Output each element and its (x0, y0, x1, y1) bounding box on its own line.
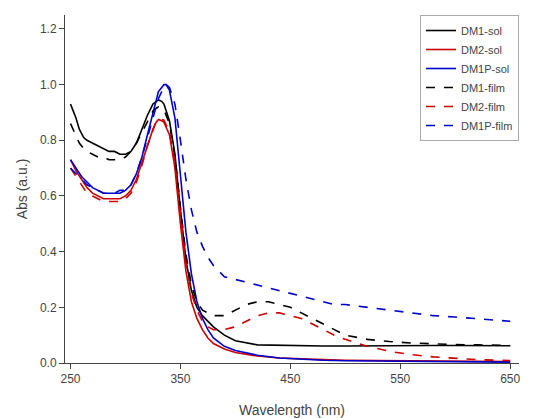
svg-text:DM1-sol: DM1-sol (461, 25, 502, 37)
svg-text:Abs (a.u.): Abs (a.u.) (14, 159, 30, 220)
svg-text:250: 250 (60, 372, 80, 386)
svg-text:DM1P-film: DM1P-film (461, 120, 512, 132)
svg-text:450: 450 (280, 372, 300, 386)
svg-text:DM2-sol: DM2-sol (461, 44, 502, 56)
svg-text:650: 650 (500, 372, 520, 386)
svg-text:1.0: 1.0 (40, 78, 57, 92)
svg-text:550: 550 (390, 372, 410, 386)
svg-text:0.8: 0.8 (40, 133, 57, 147)
svg-text:Wavelength (nm): Wavelength (nm) (239, 402, 345, 418)
svg-text:0.0: 0.0 (40, 356, 57, 370)
svg-text:0.2: 0.2 (40, 301, 57, 315)
svg-text:DM2-film: DM2-film (461, 101, 505, 113)
svg-text:0.4: 0.4 (40, 245, 57, 259)
svg-text:350: 350 (170, 372, 190, 386)
svg-text:0.6: 0.6 (40, 189, 57, 203)
svg-text:1.2: 1.2 (40, 22, 57, 36)
svg-text:DM1-film: DM1-film (461, 82, 505, 94)
svg-text:DM1P-sol: DM1P-sol (461, 63, 509, 75)
